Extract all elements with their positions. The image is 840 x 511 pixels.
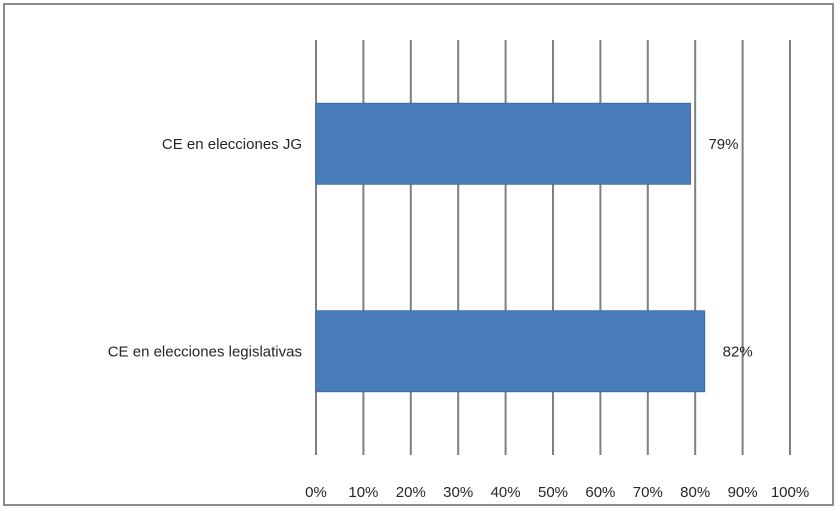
x-tick-label-100: 100% bbox=[771, 484, 809, 501]
bar-2 bbox=[315, 310, 706, 393]
data-label-1: 79% bbox=[708, 136, 738, 153]
x-tick-label-80: 80% bbox=[680, 484, 710, 501]
x-tick-label-20: 20% bbox=[396, 484, 426, 501]
x-tick-labels: 0% 10% 20% 30% 40% 50% 60% 70% 80% 90% 100% bbox=[305, 484, 809, 501]
data-labels: 79% 82% bbox=[708, 136, 752, 361]
x-tick-label-30: 30% bbox=[443, 484, 473, 501]
x-tick-label-90: 90% bbox=[728, 484, 758, 501]
category-label-2: CE en elecciones legislativas bbox=[108, 343, 302, 360]
category-labels: CE en elecciones JG CE en elecciones legi… bbox=[108, 136, 302, 361]
bar-1 bbox=[315, 102, 691, 185]
x-tick-label-0: 0% bbox=[305, 484, 327, 501]
bars bbox=[315, 102, 706, 393]
data-label-2: 82% bbox=[723, 343, 753, 360]
x-tick-label-70: 70% bbox=[633, 484, 663, 501]
category-label-1: CE en elecciones JG bbox=[162, 136, 302, 153]
gridlines bbox=[315, 40, 791, 455]
x-tick-label-60: 60% bbox=[585, 484, 615, 501]
x-tick-label-10: 10% bbox=[348, 484, 378, 501]
x-tick-label-40: 40% bbox=[491, 484, 521, 501]
x-tick-label-50: 50% bbox=[538, 484, 568, 501]
